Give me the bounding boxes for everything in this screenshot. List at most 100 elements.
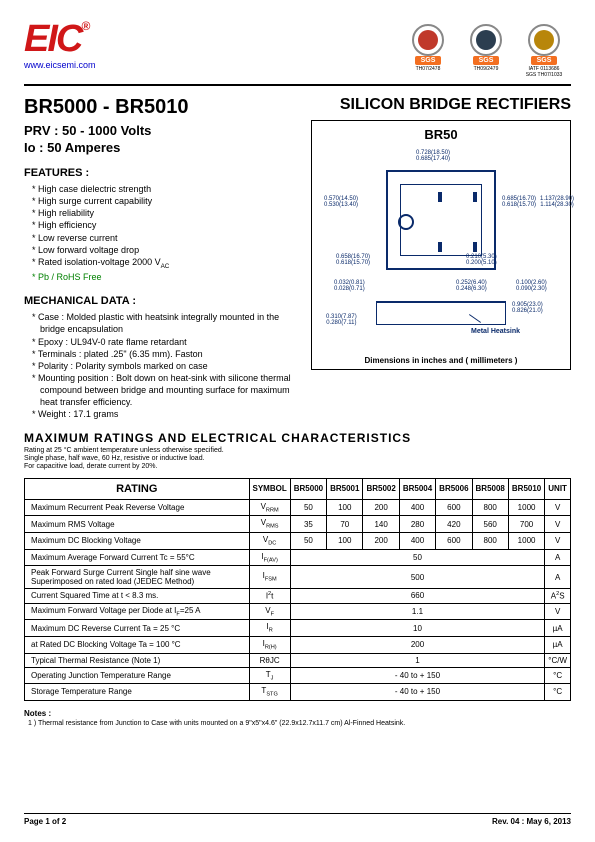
company-logo: EIC®: [24, 20, 96, 58]
dim-label: 0.570(14.50) 0.530(13.40): [324, 196, 358, 208]
cert-icon: [528, 24, 560, 56]
cert-badge-2: SGS TH09/2479: [459, 20, 513, 78]
rating-unit: µA: [545, 636, 571, 653]
prv-spec: PRV : 50 - 1000 Volts: [24, 123, 295, 138]
right-column: SILICON BRIDGE RECTIFIERS BR50 0.728(18.…: [311, 96, 571, 421]
dim-label: 0.032(0.81) 0.028(0.71): [334, 280, 365, 292]
feature-item: High efficiency: [28, 219, 295, 231]
mech-item: Epoxy : UL94V-0 rate flame retardant: [28, 336, 295, 348]
table-row: Maximum RMS VoltageVRMS35701402804205607…: [25, 516, 571, 533]
terminal-icon: [438, 192, 442, 202]
rating-value-span: - 40 to + 150: [290, 667, 545, 684]
rating-value-span: 1.1: [290, 603, 545, 620]
package-title: BR50: [316, 127, 566, 142]
mech-item: Polarity : Polarity symbols marked on ca…: [28, 360, 295, 372]
ratings-title: MAXIMUM RATINGS AND ELECTRICAL CHARACTER…: [24, 431, 571, 445]
rating-unit: V: [545, 516, 571, 533]
rating-symbol: IF(AV): [249, 549, 290, 566]
rating-label: Maximum DC Reverse Current Ta = 25 °C: [25, 620, 250, 637]
rating-value: 800: [472, 499, 508, 516]
rating-value-span: 660: [290, 589, 545, 604]
rating-unit: V: [545, 499, 571, 516]
dim-label: 0.310(7.87) 0.280(7.11): [326, 314, 357, 326]
package-drawing: 0.728(18.50) 0.685(17.40) 0.570(14.50) 0…: [316, 146, 566, 352]
table-row: Maximum Average Forward Current Tc = 55°…: [25, 549, 571, 566]
rating-symbol: VRRM: [249, 499, 290, 516]
rating-unit: A: [545, 549, 571, 566]
sgs-tag: SGS: [415, 56, 442, 65]
heatsink-outline: [376, 301, 506, 325]
rating-label: Maximum Average Forward Current Tc = 55°…: [25, 549, 250, 566]
feature-item: High surge current capability: [28, 195, 295, 207]
table-header-row: RATING SYMBOL BR5000 BR5001 BR5002 BR500…: [25, 478, 571, 499]
dim-label: 0.685(16.70) 0.618(15.70): [502, 196, 536, 208]
rating-label: Maximum RMS Voltage: [25, 516, 250, 533]
rating-label: Maximum Recurrent Peak Reverse Voltage: [25, 499, 250, 516]
rating-value: 700: [508, 516, 544, 533]
rating-label: Storage Temperature Range: [25, 684, 250, 701]
cert-icon: [412, 24, 444, 56]
rating-value: 600: [436, 532, 472, 549]
heatsink-label: Metal Heatsink: [471, 328, 520, 335]
feature-item: Low forward voltage drop: [28, 244, 295, 256]
dim-label: 0.728(18.50) 0.685(17.40): [416, 150, 450, 162]
logo-text: EIC: [24, 18, 81, 60]
ratings-body: Maximum Recurrent Peak Reverse VoltageVR…: [25, 499, 571, 700]
rating-value: 560: [472, 516, 508, 533]
table-row: Peak Forward Surge Current Single half s…: [25, 566, 571, 589]
col-symbol: SYMBOL: [249, 478, 290, 499]
mech-item: Terminals : plated .25" (6.35 mm). Fasto…: [28, 348, 295, 360]
rating-value: 280: [399, 516, 435, 533]
mech-item: Weight : 17.1 grams: [28, 408, 295, 420]
left-column: BR5000 - BR5010 PRV : 50 - 1000 Volts Io…: [24, 96, 295, 421]
rating-symbol: RθJC: [249, 653, 290, 667]
rating-value: 200: [363, 532, 399, 549]
rating-symbol: VDC: [249, 532, 290, 549]
rating-symbol: VRMS: [249, 516, 290, 533]
sgs-tag: SGS: [531, 56, 558, 65]
rating-label: Maximum Forward Voltage per Diode at IF=…: [25, 603, 250, 620]
rating-value-span: 50: [290, 549, 545, 566]
rating-value: 600: [436, 499, 472, 516]
col-rating: RATING: [25, 478, 250, 499]
product-category: SILICON BRIDGE RECTIFIERS: [311, 96, 571, 114]
dim-label: 0.100(2.60) 0.090(2.30): [516, 280, 547, 292]
feature-item: Low reverse current: [28, 232, 295, 244]
col-part: BR5000: [290, 478, 326, 499]
rating-unit: A2S: [545, 589, 571, 604]
ratings-table: RATING SYMBOL BR5000 BR5001 BR5002 BR500…: [24, 478, 571, 701]
page-number: Page 1 of 2: [24, 817, 66, 826]
io-spec: Io : 50 Amperes: [24, 140, 295, 155]
rating-symbol: TJ: [249, 667, 290, 684]
table-row: Maximum Recurrent Peak Reverse VoltageVR…: [25, 499, 571, 516]
table-row: Current Squared Time at t < 8.3 ms.I2t66…: [25, 589, 571, 604]
rating-value: 200: [363, 499, 399, 516]
registered-mark: ®: [81, 19, 88, 33]
features-title: FEATURES :: [24, 167, 295, 179]
cert-badge-3: SGS IATF 0113686 SGS TH07/1033: [517, 20, 571, 78]
table-row: Maximum DC Blocking VoltageVDC5010020040…: [25, 532, 571, 549]
rating-value: 35: [290, 516, 326, 533]
revision-date: Rev. 04 : May 6, 2013: [492, 817, 571, 826]
rating-value-span: 500: [290, 566, 545, 589]
table-row: at Rated DC Blocking Voltage Ta = 100 °C…: [25, 636, 571, 653]
ratings-note: Rating at 25 °C ambient temperature unle…: [24, 447, 571, 472]
rating-value-span: 200: [290, 636, 545, 653]
rating-value: 420: [436, 516, 472, 533]
mounting-hole-icon: [398, 214, 414, 230]
cert-sub: TH09/2479: [474, 67, 499, 73]
feature-item: Rated isolation-voltage 2000 VAC: [28, 256, 295, 271]
package-diagram-box: BR50 0.728(18.50) 0.685(17.40) 0.570(14.…: [311, 120, 571, 370]
cert-sub: IATF 0113686 SGS TH07/1033: [526, 67, 563, 78]
cert-sub: TH07/2478: [416, 67, 441, 73]
rating-symbol: I2t: [249, 589, 290, 604]
rating-value: 140: [363, 516, 399, 533]
col-part: BR5008: [472, 478, 508, 499]
page-header: EIC® www.eicsemi.com SGS TH07/2478 SGS T…: [24, 20, 571, 78]
rating-symbol: IR(H): [249, 636, 290, 653]
rating-value: 50: [290, 532, 326, 549]
notes-title: Notes :: [24, 709, 571, 718]
rating-value: 50: [290, 499, 326, 516]
website-link[interactable]: www.eicsemi.com: [24, 60, 96, 70]
rating-value: 1000: [508, 532, 544, 549]
